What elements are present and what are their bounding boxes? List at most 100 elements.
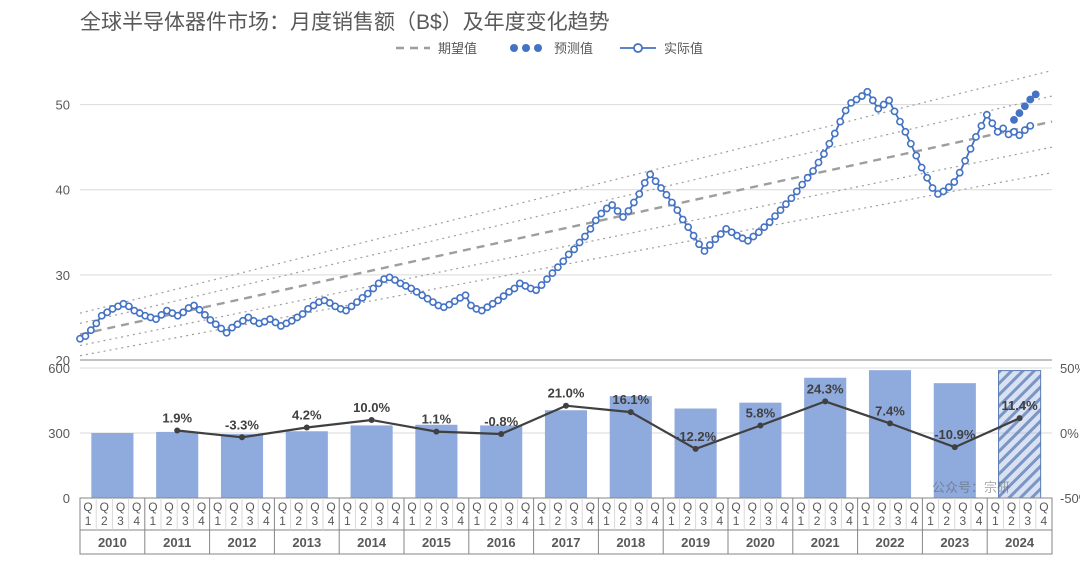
svg-text:公众号：宗研: 公众号：宗研 bbox=[932, 480, 1010, 495]
svg-text:实际值: 实际值 bbox=[664, 41, 703, 56]
svg-text:2: 2 bbox=[101, 514, 108, 528]
svg-text:Q: Q bbox=[521, 500, 530, 514]
svg-text:2017: 2017 bbox=[552, 535, 581, 550]
svg-text:Q: Q bbox=[618, 500, 627, 514]
svg-text:4: 4 bbox=[781, 514, 788, 528]
svg-text:Q: Q bbox=[634, 500, 643, 514]
svg-text:1: 1 bbox=[927, 514, 934, 528]
svg-text:Q: Q bbox=[1023, 500, 1032, 514]
chart-title: 全球半导体器件市场：月度销售额（B$）及年度变化趋势 bbox=[80, 6, 610, 36]
svg-text:Q: Q bbox=[424, 500, 433, 514]
svg-text:16.1%: 16.1% bbox=[612, 392, 649, 407]
svg-text:3: 3 bbox=[830, 514, 837, 528]
svg-text:4: 4 bbox=[976, 514, 983, 528]
svg-text:Q: Q bbox=[602, 500, 611, 514]
svg-text:1: 1 bbox=[603, 514, 610, 528]
svg-text:4: 4 bbox=[457, 514, 464, 528]
svg-text:3: 3 bbox=[441, 514, 448, 528]
svg-text:Q: Q bbox=[488, 500, 497, 514]
svg-text:Q: Q bbox=[553, 500, 562, 514]
svg-text:1: 1 bbox=[344, 514, 351, 528]
svg-text:3: 3 bbox=[506, 514, 513, 528]
svg-text:Q: Q bbox=[877, 500, 886, 514]
svg-text:Q: Q bbox=[829, 500, 838, 514]
svg-text:1: 1 bbox=[214, 514, 221, 528]
svg-text:Q: Q bbox=[731, 500, 740, 514]
svg-text:Q: Q bbox=[683, 500, 692, 514]
svg-text:0: 0 bbox=[63, 491, 70, 506]
svg-text:2020: 2020 bbox=[746, 535, 775, 550]
svg-text:Q: Q bbox=[926, 500, 935, 514]
svg-text:3: 3 bbox=[247, 514, 254, 528]
svg-text:10.0%: 10.0% bbox=[353, 400, 390, 415]
svg-text:30: 30 bbox=[56, 268, 70, 283]
svg-text:3: 3 bbox=[765, 514, 772, 528]
svg-text:2023: 2023 bbox=[940, 535, 969, 550]
svg-text:Q: Q bbox=[343, 500, 352, 514]
svg-text:4: 4 bbox=[652, 514, 659, 528]
svg-text:1: 1 bbox=[409, 514, 416, 528]
svg-text:Q: Q bbox=[472, 500, 481, 514]
svg-text:4: 4 bbox=[1041, 514, 1048, 528]
svg-text:2: 2 bbox=[295, 514, 302, 528]
svg-text:3: 3 bbox=[182, 514, 189, 528]
svg-text:Q: Q bbox=[650, 500, 659, 514]
svg-text:1: 1 bbox=[668, 514, 675, 528]
svg-text:Q: Q bbox=[845, 500, 854, 514]
chart-svg: 20304050期望值预测值实际值0300600-50%0%50%1.9%-3.… bbox=[0, 0, 1080, 563]
svg-text:-0.8%: -0.8% bbox=[484, 414, 518, 429]
svg-text:1: 1 bbox=[862, 514, 869, 528]
svg-text:4: 4 bbox=[328, 514, 335, 528]
svg-text:0%: 0% bbox=[1060, 426, 1079, 441]
svg-text:4: 4 bbox=[717, 514, 724, 528]
svg-text:4: 4 bbox=[522, 514, 529, 528]
svg-text:2014: 2014 bbox=[357, 535, 387, 550]
svg-text:3: 3 bbox=[700, 514, 707, 528]
svg-text:Q: Q bbox=[245, 500, 254, 514]
svg-text:4: 4 bbox=[263, 514, 270, 528]
svg-text:1: 1 bbox=[798, 514, 805, 528]
svg-text:Q: Q bbox=[278, 500, 287, 514]
svg-text:4: 4 bbox=[393, 514, 400, 528]
svg-text:1: 1 bbox=[279, 514, 286, 528]
svg-text:2: 2 bbox=[166, 514, 173, 528]
svg-text:Q: Q bbox=[83, 500, 92, 514]
svg-text:Q: Q bbox=[440, 500, 449, 514]
svg-text:Q: Q bbox=[181, 500, 190, 514]
svg-text:Q: Q bbox=[974, 500, 983, 514]
svg-text:2: 2 bbox=[425, 514, 432, 528]
svg-text:1: 1 bbox=[733, 514, 740, 528]
svg-text:Q: Q bbox=[326, 500, 335, 514]
svg-text:Q: Q bbox=[294, 500, 303, 514]
svg-text:Q: Q bbox=[667, 500, 676, 514]
svg-text:2: 2 bbox=[1008, 514, 1015, 528]
svg-text:Q: Q bbox=[1007, 500, 1016, 514]
svg-text:Q: Q bbox=[893, 500, 902, 514]
svg-text:1: 1 bbox=[992, 514, 999, 528]
svg-text:1.1%: 1.1% bbox=[422, 412, 452, 427]
svg-text:Q: Q bbox=[148, 500, 157, 514]
svg-text:Q: Q bbox=[1039, 500, 1048, 514]
svg-text:2019: 2019 bbox=[681, 535, 710, 550]
svg-text:2: 2 bbox=[360, 514, 367, 528]
svg-text:2: 2 bbox=[555, 514, 562, 528]
svg-text:3: 3 bbox=[1024, 514, 1031, 528]
svg-text:Q: Q bbox=[505, 500, 514, 514]
svg-text:4: 4 bbox=[198, 514, 205, 528]
svg-text:50%: 50% bbox=[1060, 361, 1080, 376]
svg-text:Q: Q bbox=[213, 500, 222, 514]
svg-text:2: 2 bbox=[490, 514, 497, 528]
svg-text:Q: Q bbox=[456, 500, 465, 514]
svg-text:Q: Q bbox=[812, 500, 821, 514]
svg-text:Q: Q bbox=[910, 500, 919, 514]
svg-text:3: 3 bbox=[117, 514, 124, 528]
svg-text:-50%: -50% bbox=[1060, 491, 1080, 506]
svg-text:Q: Q bbox=[100, 500, 109, 514]
svg-text:Q: Q bbox=[748, 500, 757, 514]
svg-text:50: 50 bbox=[56, 98, 70, 113]
svg-text:Q: Q bbox=[942, 500, 951, 514]
svg-text:24.3%: 24.3% bbox=[807, 381, 844, 396]
svg-text:Q: Q bbox=[586, 500, 595, 514]
svg-text:Q: Q bbox=[569, 500, 578, 514]
svg-text:Q: Q bbox=[375, 500, 384, 514]
